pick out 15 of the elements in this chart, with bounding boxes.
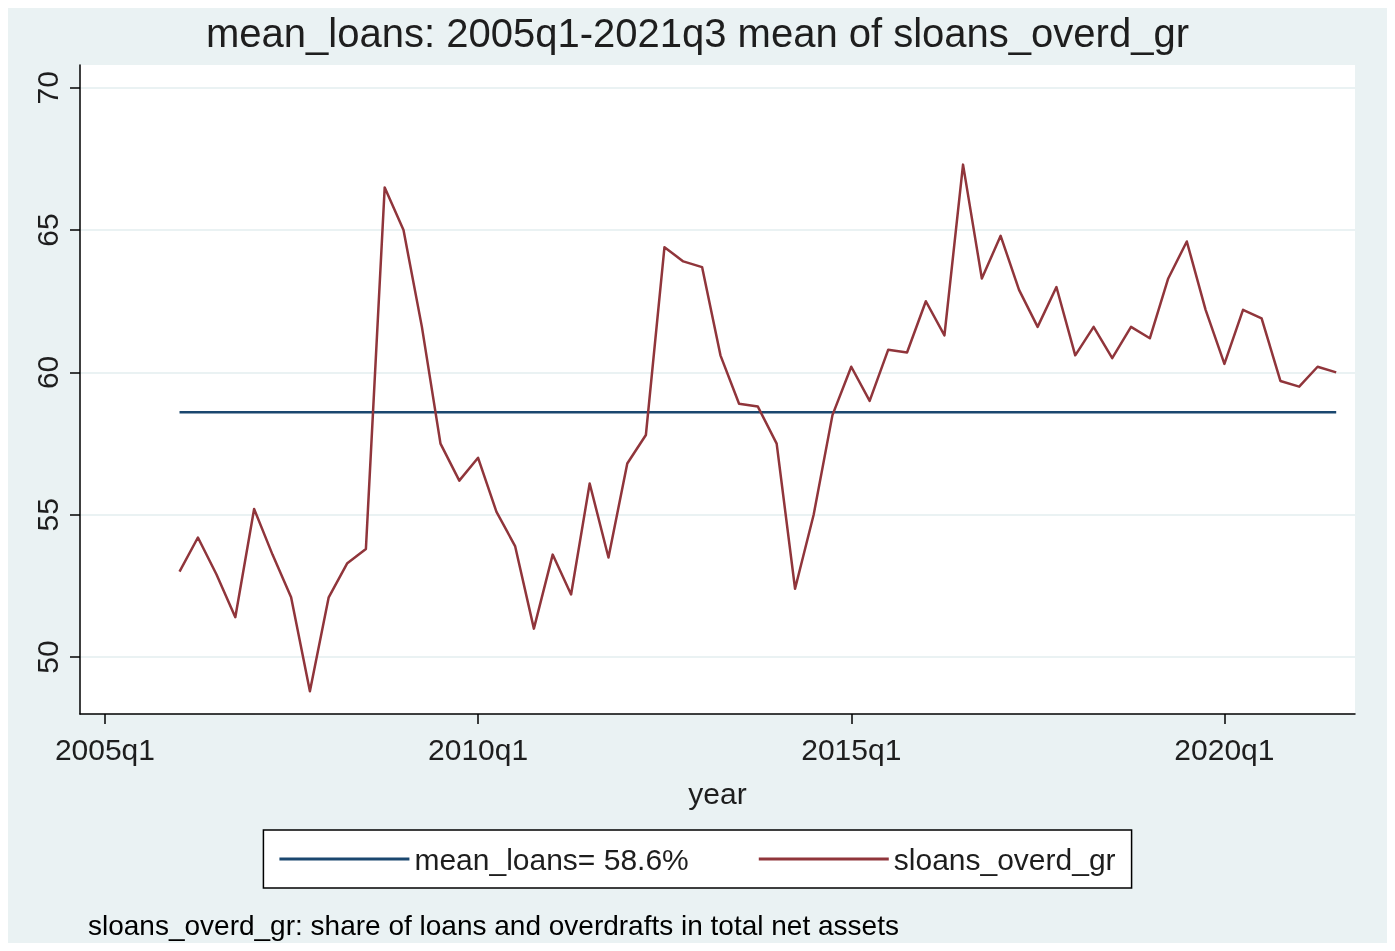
x-tick-label: 2010q1 bbox=[428, 732, 529, 766]
legend-label: mean_loans= 58.6% bbox=[414, 842, 689, 876]
y-tick-label: 55 bbox=[30, 498, 64, 532]
x-tick-label: 2005q1 bbox=[54, 732, 155, 766]
y-tick-label: 70 bbox=[30, 71, 64, 105]
chart-title: mean_loans: 2005q1-2021q3 mean of sloans_overd_gr bbox=[206, 11, 1189, 55]
legend-label: sloans_overd_gr bbox=[893, 842, 1116, 876]
line-series bbox=[178, 163, 1338, 693]
y-tick-label: 60 bbox=[30, 355, 64, 390]
y-tick-label: 50 bbox=[30, 640, 64, 674]
y-tick-label: 65 bbox=[30, 213, 64, 247]
x-tick-label: 2020q1 bbox=[1174, 732, 1275, 766]
x-axis-title: year bbox=[688, 776, 747, 810]
text: sloans_overd_gr: share of loans and overdrafts in total net assets bbox=[88, 909, 899, 941]
x-tick-label: 2015q1 bbox=[801, 732, 902, 766]
